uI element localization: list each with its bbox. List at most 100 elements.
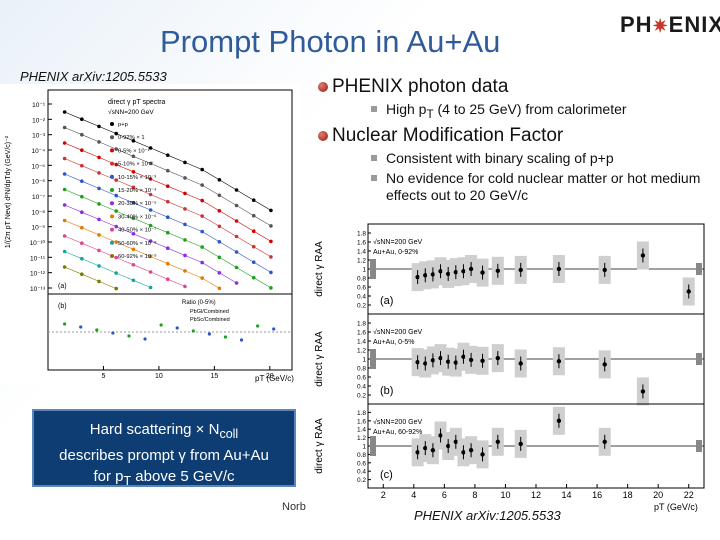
raa-norm-box-right (696, 440, 702, 452)
ratio-point (191, 329, 195, 333)
raa-y-tick-label: 1.2 (357, 435, 366, 442)
raa-panel-label: (a) (380, 295, 393, 307)
spectra-x-tick-label: 10 (155, 373, 163, 380)
spectra-point (148, 223, 153, 228)
spectra-y-tick-label: 10⁻¹² (30, 271, 46, 278)
raa-point (640, 389, 646, 394)
raa-point (430, 448, 436, 453)
raa-y-tick-label: 1 (362, 267, 366, 274)
spectra-point (80, 179, 84, 183)
raa-y-tick-label: 1.2 (357, 348, 366, 355)
spectra-point (217, 224, 222, 229)
raa-point (468, 357, 474, 363)
spectra-legend-entry: 5-10% × 10⁻² (118, 162, 153, 168)
spectra-legend-entry: 30-40% × 10⁻⁶ (118, 213, 157, 220)
raa-chart: 1.81.61.41.210.80.60.40.2√sNN=200 GeVAu+… (312, 220, 714, 520)
spectra-point (80, 117, 84, 121)
spectra-legend-marker (110, 201, 114, 206)
raa-y-tick-label: 1.6 (357, 418, 366, 425)
spectra-point (62, 141, 67, 145)
spectra-y-tick-label: 10⁻⁵ (32, 163, 46, 170)
raa-panel-label: (c) (380, 469, 393, 481)
raa-y-tick-label: 1.6 (357, 240, 366, 247)
spectra-point (114, 162, 119, 167)
raa-y-tick-label: 1.8 (357, 410, 366, 417)
raa-x-tick-label: 20 (653, 490, 663, 500)
raa-point (438, 355, 443, 361)
ratio-point (127, 334, 131, 338)
spectra-point (269, 208, 273, 213)
logo-text-left: PH (620, 12, 653, 37)
raa-y-tick-label: 0.8 (357, 366, 366, 373)
spectra-x-tick-label: 20 (266, 373, 274, 380)
raa-x-tick-label: 22 (684, 490, 694, 500)
spectra-point (97, 171, 101, 175)
raa-point (453, 360, 459, 365)
spectra-legend-entry: 0-5% × 10⁻¹ (118, 148, 150, 154)
spectra-legend-marker (110, 148, 114, 153)
ratio-point (175, 326, 179, 330)
spectra-legend-entry: 15-20% × 10⁻⁴ (118, 187, 157, 194)
raa-x-tick-label: 2 (381, 490, 386, 500)
ratio-legend-2: PbSc/Combined (190, 317, 230, 323)
spectra-point (183, 222, 187, 227)
ratio-point (111, 331, 115, 335)
raa-y-tick-label: 0.8 (357, 452, 366, 459)
spectra-point (165, 215, 170, 219)
raa-norm-box (370, 349, 376, 369)
spectra-point (131, 185, 136, 190)
raa-x-tick-label: 4 (411, 490, 416, 500)
spectra-point (80, 148, 84, 152)
spectra-point (217, 209, 222, 213)
raa-panel-label: (b) (380, 385, 393, 397)
spectra-legend-entry: p+p (118, 122, 128, 128)
star-icon: ✷ (652, 16, 669, 36)
raa-y-tick-label: 1 (362, 444, 366, 451)
spectra-panel-b: (b) (58, 303, 67, 310)
raa-point (495, 355, 501, 361)
spectra-point (148, 285, 153, 290)
raa-y-tick-label: 0.8 (357, 276, 366, 283)
spectra-series-line (64, 220, 220, 289)
spectra-point (114, 271, 119, 275)
spectra-point (131, 278, 136, 283)
spectra-point (62, 125, 67, 130)
raa-y-tick-label: 1.4 (357, 249, 366, 256)
spectra-point (97, 279, 101, 284)
ratio-point (223, 335, 228, 339)
spectra-point (148, 177, 153, 181)
spectra-legend-marker (110, 214, 114, 219)
ratio-point (159, 323, 163, 327)
raa-point (480, 452, 485, 457)
ratio-point (143, 337, 147, 341)
raa-point (556, 359, 562, 364)
spectra-point (97, 202, 101, 206)
citation-bottom: PHENIX arXiv:1205.5533 (414, 508, 561, 523)
raa-point (602, 267, 607, 273)
spectra-point (131, 170, 136, 174)
slide-title: Prompt Photon in Au+Au (160, 24, 501, 59)
spectra-legend-marker (110, 161, 114, 166)
spectra-point (148, 192, 153, 197)
spectra-point (80, 256, 84, 261)
spectra-point (131, 232, 136, 236)
spectra-y-tick-label: 10⁻⁹ (32, 225, 46, 232)
spectra-point (200, 229, 204, 234)
raa-x-tick-label: 16 (592, 490, 602, 500)
spectra-point (114, 255, 119, 260)
spectra-point (148, 254, 153, 259)
spectra-point (131, 216, 136, 221)
spectra-y-tick-label: 10⁻¹⁰ (30, 239, 46, 247)
spectra-point (148, 161, 153, 166)
spectra-point (80, 163, 84, 168)
spectra-point (80, 210, 84, 214)
spectra-legend-entry: 60-92% × 10⁻⁹ (118, 253, 157, 260)
spectra-legend-marker (110, 135, 114, 140)
ratio-point (207, 332, 211, 336)
raa-y-tick-label: 0.4 (357, 294, 366, 301)
raa-point (556, 266, 562, 272)
ratio-point (79, 325, 83, 329)
raa-x-tick-label: 12 (531, 490, 541, 500)
spectra-point (80, 272, 84, 276)
spectra-x-label: pT (GeV/c) (255, 374, 294, 383)
